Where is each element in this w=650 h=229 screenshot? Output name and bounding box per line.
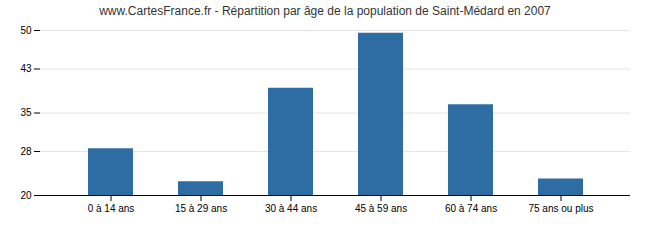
svg-text:45 à 59 ans: 45 à 59 ans bbox=[355, 203, 407, 214]
svg-text:0 à 14 ans: 0 à 14 ans bbox=[88, 203, 135, 214]
svg-text:20: 20 bbox=[20, 190, 32, 201]
svg-text:75 ans ou plus: 75 ans ou plus bbox=[528, 203, 593, 214]
svg-text:43: 43 bbox=[20, 63, 32, 74]
svg-text:50: 50 bbox=[20, 25, 32, 36]
svg-text:15 à 29 ans: 15 à 29 ans bbox=[175, 203, 227, 214]
svg-text:35: 35 bbox=[20, 107, 32, 118]
svg-text:60 à 74 ans: 60 à 74 ans bbox=[445, 203, 497, 214]
html-text:www.CartesFrance.fr - Répartit: www.CartesFrance.fr - Répartition par âg… bbox=[99, 4, 551, 18]
svg-text:28: 28 bbox=[20, 146, 32, 157]
svg-text:30 à 44 ans: 30 à 44 ans bbox=[265, 203, 317, 214]
